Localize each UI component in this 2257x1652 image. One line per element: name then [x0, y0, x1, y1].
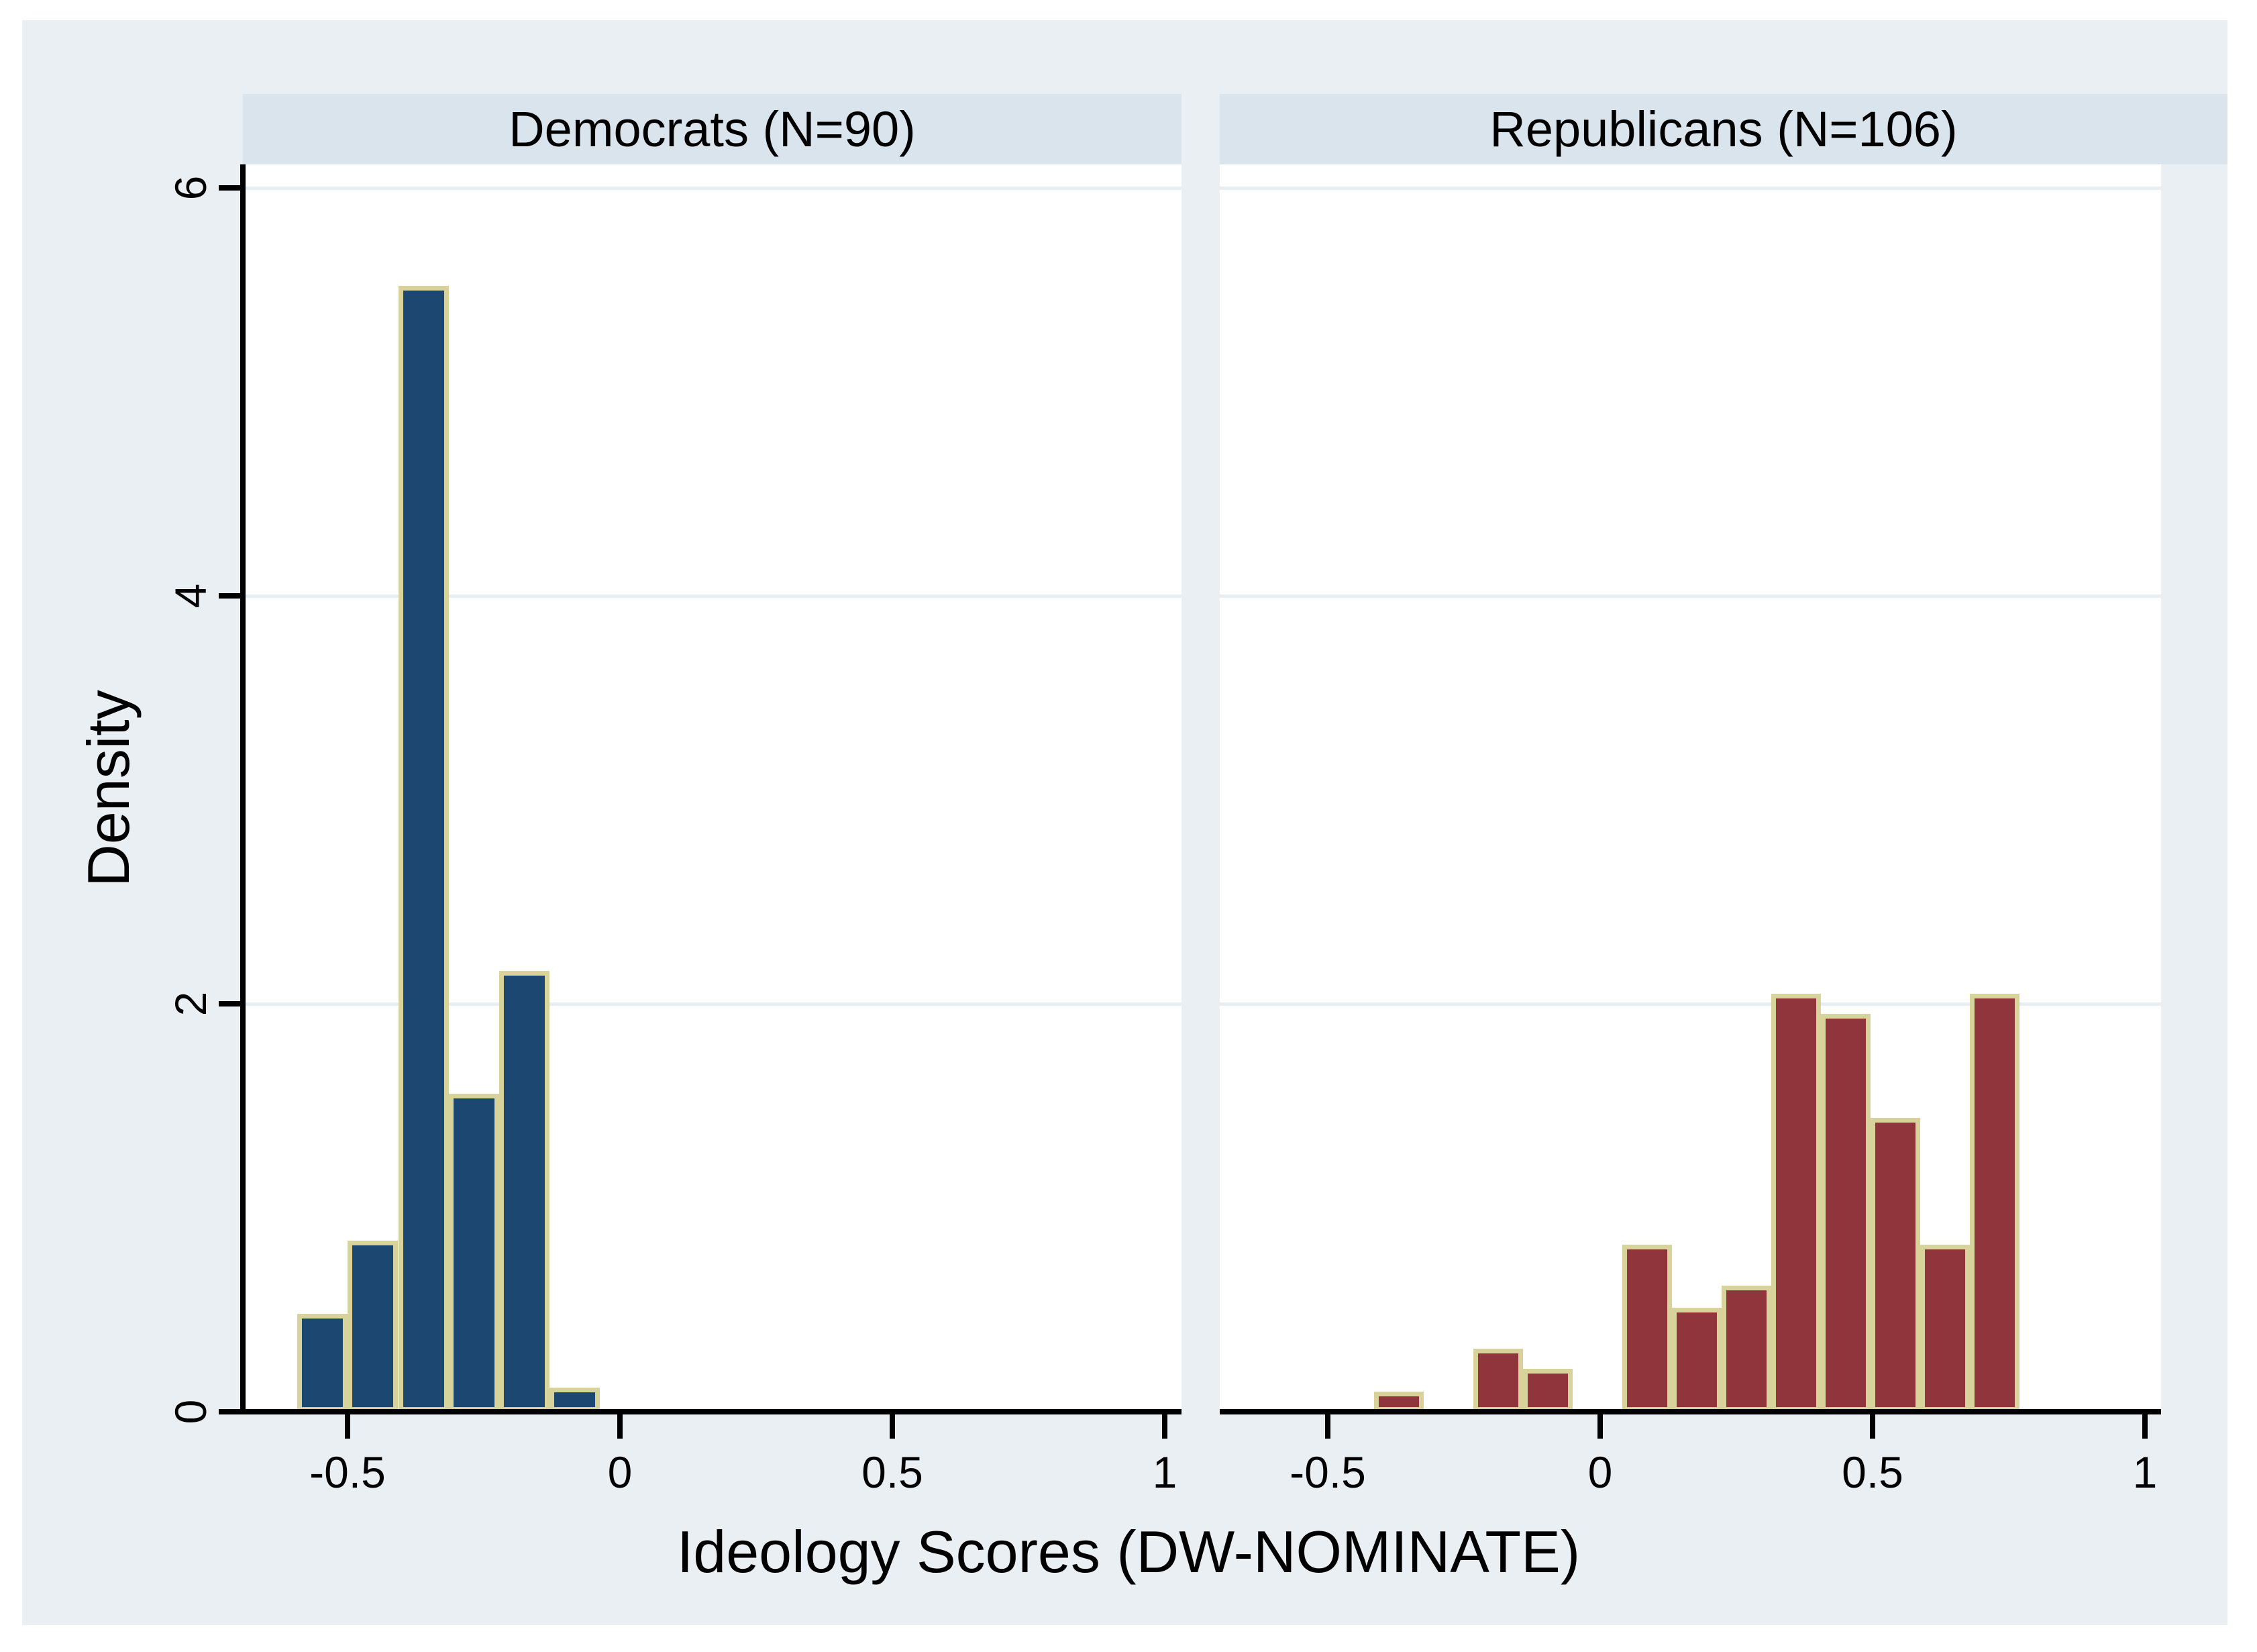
x-axis-tick-label: -0.5	[309, 1447, 386, 1497]
y-axis-line	[240, 164, 246, 1414]
x-axis-tick	[1870, 1414, 1875, 1439]
x-axis-tick-label: -0.5	[1290, 1447, 1366, 1497]
gridline-y2	[1220, 1002, 2161, 1006]
gridline-y6	[1220, 187, 2161, 190]
histogram-bar	[1523, 1369, 1573, 1412]
panel-title-democrats-label: Democrats (N=90)	[509, 101, 916, 157]
gridline-y4	[1220, 595, 2161, 598]
x-axis-tick	[1325, 1414, 1330, 1439]
gridline-y4	[243, 595, 1182, 598]
y-axis-tick	[219, 593, 240, 599]
histogram-bar	[1821, 1014, 1871, 1412]
histogram-bar	[1672, 1308, 1722, 1412]
gridline-y6	[243, 187, 1182, 190]
y-axis-tick-label: 2	[166, 991, 215, 1017]
x-axis-tick-label: 1	[1152, 1447, 1177, 1497]
x-axis-line-democrats	[240, 1409, 1182, 1414]
histogram-bar	[1622, 1245, 1672, 1412]
x-axis-tick-label: 0	[607, 1447, 633, 1497]
panel-title-democrats: Democrats (N=90)	[243, 94, 1182, 164]
x-axis-tick-label: 1	[2132, 1447, 2158, 1497]
histogram-bar	[297, 1314, 348, 1412]
x-axis-tick	[617, 1414, 623, 1439]
y-axis-tick	[219, 185, 240, 191]
x-axis-line-republicans	[1220, 1409, 2161, 1414]
histogram-bar	[1473, 1349, 1523, 1412]
plot-panel-democrats	[243, 164, 1182, 1412]
panel-title-republicans: Republicans (N=106)	[1220, 94, 2227, 164]
x-axis-tick	[345, 1414, 350, 1439]
y-axis-tick	[219, 1409, 240, 1414]
histogram-bar	[1722, 1286, 1771, 1412]
y-axis-tick-label: 4	[166, 583, 215, 609]
x-axis-tick	[1162, 1414, 1167, 1439]
histogram-bar	[348, 1241, 398, 1412]
histogram-bar	[1920, 1245, 1970, 1412]
x-axis-tick	[1597, 1414, 1603, 1439]
x-axis-tick-label: 0.5	[861, 1447, 923, 1497]
histogram-bar	[1970, 994, 2019, 1412]
gridline-y2	[243, 1002, 1182, 1006]
y-axis-tick-label: 6	[166, 175, 215, 201]
plot-panel-republicans	[1220, 164, 2161, 1412]
histogram-bar	[499, 971, 549, 1412]
x-axis-tick	[890, 1414, 895, 1439]
histogram-bar	[549, 1388, 600, 1412]
x-axis-tick-label: 0.5	[1842, 1447, 1903, 1497]
panel-title-republicans-label: Republicans (N=106)	[1489, 101, 1958, 157]
histogram-bar	[1771, 994, 1821, 1412]
histogram-bar	[1871, 1118, 1920, 1412]
x-axis-tick-label: 0	[1587, 1447, 1613, 1497]
x-axis-tick	[2142, 1414, 2148, 1439]
x-axis-title: Ideology Scores (DW-NOMINATE)	[676, 1518, 1581, 1585]
y-axis-title: Density	[75, 690, 142, 887]
histogram-bar	[399, 286, 449, 1412]
histogram-bar	[449, 1094, 499, 1412]
y-axis-tick-label: 0	[166, 1399, 215, 1425]
y-axis-tick	[219, 1001, 240, 1006]
